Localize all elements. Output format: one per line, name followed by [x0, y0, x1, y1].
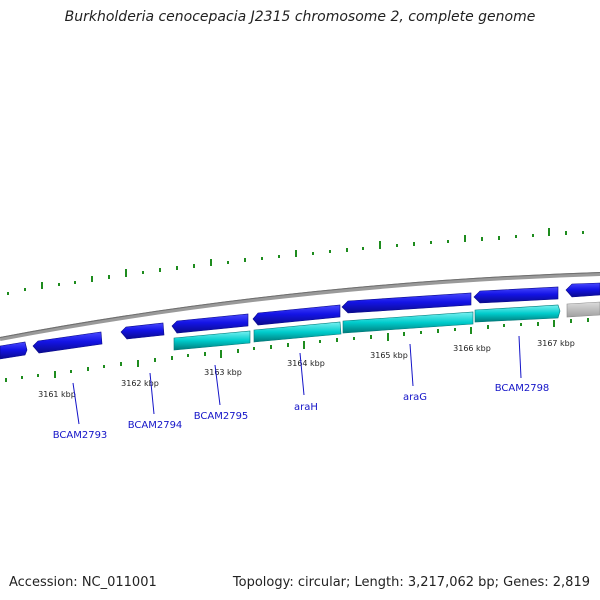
gene-feature[interactable]: [473, 286, 559, 304]
gene-feature[interactable]: [173, 330, 251, 351]
map-title: Burkholderia cenocepacia J2315 chromosom…: [64, 9, 536, 25]
gene-label-bcam2793[interactable]: BCAM2793: [53, 430, 108, 441]
forward-strand-genes: [0, 282, 600, 360]
gene-feature[interactable]: [474, 304, 561, 323]
gene-label-leaders: [72, 335, 522, 425]
scale-tick-label: 3161 kbp: [38, 390, 76, 399]
reverse-strand-genes: [173, 301, 600, 351]
scale-tick-label: 3165 kbp: [370, 351, 408, 360]
gene-label-arah[interactable]: araH: [294, 402, 318, 413]
scale-tick-label: 3166 kbp: [453, 344, 491, 353]
gene-feature[interactable]: [0, 341, 28, 360]
gene-feature[interactable]: [341, 292, 472, 314]
gene-feature[interactable]: [171, 313, 249, 334]
gene-label-bcam2798[interactable]: BCAM2798: [495, 383, 550, 394]
genome-summary-text: Topology: circular; Length: 3,217,062 bp…: [232, 575, 590, 590]
scale-tick-label: 3164 kbp: [287, 359, 325, 368]
gene-feature[interactable]: [120, 322, 165, 340]
genome-backbone: [0, 272, 600, 341]
gc-marks-inner: [5, 318, 589, 382]
gene-label-arag[interactable]: araG: [403, 392, 427, 403]
gene-feature[interactable]: [32, 331, 103, 354]
scale-tick-label: 3167 kbp: [537, 339, 575, 348]
gene-feature[interactable]: [342, 311, 474, 334]
scale-ticks: 3161 kbp 3162 kbp 3163 kbp 3164 kbp 3165…: [38, 339, 575, 399]
gene-label-bcam2794[interactable]: BCAM2794: [128, 420, 183, 431]
gene-feature[interactable]: [253, 321, 342, 343]
gene-feature[interactable]: [252, 304, 341, 326]
gc-marks-outer: [7, 228, 584, 295]
scale-tick-label: 3162 kbp: [121, 379, 159, 388]
gene-labels: BCAM2793 BCAM2794 BCAM2795 araH araG BCA…: [53, 383, 550, 441]
gene-label-bcam2795[interactable]: BCAM2795: [194, 411, 249, 422]
gene-feature[interactable]: [565, 282, 600, 298]
other-feature[interactable]: [566, 301, 600, 318]
scale-tick-label: 3163 kbp: [204, 368, 242, 377]
accession-text: Accession: NC_011001: [9, 575, 157, 590]
